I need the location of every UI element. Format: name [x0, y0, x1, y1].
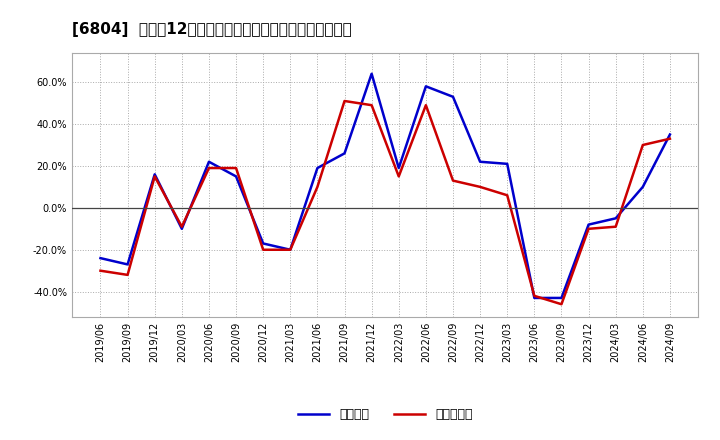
当期純利益: [367, 103, 376, 108]
経常利益: [232, 174, 240, 179]
経常利益: [503, 161, 511, 166]
当期純利益: [421, 103, 430, 108]
当期純利益: [665, 136, 674, 141]
当期純利益: [449, 178, 457, 183]
経常利益: [584, 222, 593, 227]
経常利益: [123, 262, 132, 267]
経常利益: [341, 151, 349, 156]
経常利益: [530, 295, 539, 301]
経常利益: [476, 159, 485, 165]
経常利益: [178, 226, 186, 231]
当期純利益: [476, 184, 485, 190]
Line: 経常利益: 経常利益: [101, 74, 670, 298]
当期純利益: [584, 226, 593, 231]
経常利益: [639, 184, 647, 190]
当期純利益: [639, 143, 647, 148]
経常利益: [367, 71, 376, 77]
当期純利益: [178, 224, 186, 229]
当期純利益: [557, 301, 566, 307]
経常利益: [150, 172, 159, 177]
Text: [6804]  利益だ12か月移動合計の対前年同期増減率の推移: [6804] 利益だ12か月移動合計の対前年同期増減率の推移: [72, 22, 352, 37]
当期純利益: [313, 184, 322, 190]
Line: 当期純利益: 当期純利益: [101, 101, 670, 304]
経常利益: [611, 216, 620, 221]
経常利益: [96, 256, 105, 261]
経常利益: [204, 159, 213, 165]
経常利益: [286, 247, 294, 253]
経常利益: [421, 84, 430, 89]
当期純利益: [611, 224, 620, 229]
当期純利益: [341, 99, 349, 104]
当期純利益: [232, 165, 240, 171]
当期純利益: [503, 193, 511, 198]
当期純利益: [96, 268, 105, 273]
当期純利益: [204, 165, 213, 171]
当期純利益: [259, 247, 268, 253]
経常利益: [259, 241, 268, 246]
当期純利益: [395, 174, 403, 179]
経常利益: [557, 295, 566, 301]
当期純利益: [530, 293, 539, 298]
当期純利益: [123, 272, 132, 278]
当期純利益: [286, 247, 294, 253]
経常利益: [665, 132, 674, 137]
Legend: 経常利益, 当期純利益: 経常利益, 当期純利益: [297, 408, 473, 422]
経常利益: [313, 165, 322, 171]
経常利益: [395, 165, 403, 171]
経常利益: [449, 94, 457, 99]
当期純利益: [150, 174, 159, 179]
